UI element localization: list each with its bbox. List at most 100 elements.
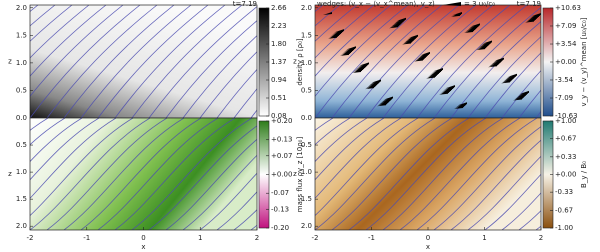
y-axis-label: z: [293, 58, 297, 66]
heatmap-field: [315, 118, 541, 230]
field-lines: [30, 5, 257, 118]
field-line: [114, 118, 236, 230]
field-line: [484, 52, 541, 118]
y-axis-label: z: [8, 58, 12, 66]
velocity-wedge: [414, 58, 423, 62]
field-line: [30, 118, 66, 146]
colorbar-tick-label: 1.80: [271, 40, 287, 48]
colorbar-label: mass flux ρv_z [10ρ₀]: [296, 137, 304, 213]
field-line: [131, 118, 253, 230]
x-tick-label: 2: [539, 234, 543, 242]
colorbar-tick-label: +0.33: [555, 153, 576, 161]
field-line: [382, 5, 494, 118]
velocity-wedge: [439, 91, 448, 95]
velocity-wedge: [513, 97, 522, 101]
field-line: [518, 89, 541, 118]
colorbar-tick-label: +0.67: [555, 135, 576, 143]
heatmap-field: [30, 5, 257, 118]
colorbar-label: v_y − ⟨v_y⟩^mean [u₀/c₀]: [580, 17, 588, 106]
field-line: [315, 118, 402, 199]
colorbar-tick-label: -10.63: [555, 112, 578, 120]
field-line: [399, 118, 521, 230]
field-line: [315, 118, 334, 131]
field-line: [46, 118, 168, 230]
colorbar-tick-label: -0.33: [555, 188, 573, 196]
colorbar-label: density ρ [ρ₀]: [296, 38, 304, 86]
field-line: [315, 118, 385, 181]
field-line: [30, 118, 100, 181]
field-line: [315, 5, 392, 77]
field-line: [501, 192, 541, 230]
velocity-wedge: [328, 35, 337, 39]
legend-wedge: [443, 2, 461, 6]
y-tick-label: 2.0: [301, 222, 312, 230]
field-line: [450, 139, 541, 230]
field-line: [467, 36, 541, 118]
velocity-wedge: [323, 12, 332, 15]
field-line: [30, 118, 83, 163]
field-line: [331, 118, 453, 230]
field-line: [315, 5, 358, 42]
field-line: [30, 5, 107, 77]
y-tick-label: 0.0: [16, 114, 27, 122]
field-line: [30, 118, 49, 131]
velocity-wedge: [488, 64, 497, 68]
field-lines: [315, 118, 541, 230]
velocity-wedge: [389, 25, 398, 29]
x-axis-label: x: [426, 243, 430, 251]
field-line: [63, 5, 175, 118]
field-line: [233, 209, 257, 230]
y-tick-label: 1.0: [16, 59, 27, 67]
y-tick-label: 2.0: [16, 4, 27, 12]
velocity-wedge: [525, 19, 534, 23]
colorbar-tick-label: 2.66: [271, 4, 287, 12]
field-line: [148, 6, 257, 118]
field-line: [416, 118, 538, 230]
field-line: [165, 20, 257, 118]
field-line: [315, 118, 351, 146]
x-tick-label: -1: [368, 234, 375, 242]
field-line: [416, 5, 528, 118]
field-line: [348, 118, 470, 230]
y-axis-label: z: [8, 170, 12, 178]
velocity-wedge: [454, 106, 463, 110]
field-line: [484, 173, 541, 230]
field-line: [315, 5, 341, 27]
field-line: [30, 5, 124, 97]
field-line: [114, 5, 226, 118]
field-line: [148, 125, 257, 230]
panel-title: t=7.19: [233, 0, 257, 8]
colorbar-tick-label: +0.00: [271, 171, 292, 179]
field-line: [97, 5, 209, 118]
y-tick-label: 0.5: [16, 86, 27, 94]
y-tick-label: 1.5: [301, 195, 312, 203]
colorbar-tick-label: -0.13: [271, 205, 289, 213]
x-tick-label: 1: [482, 234, 486, 242]
field-line: [348, 5, 460, 118]
heatmap-field: [315, 5, 541, 118]
y-tick-label: 1.5: [16, 195, 27, 203]
velocity-wedge: [501, 80, 510, 84]
field-line: [399, 5, 511, 118]
y-axis-label: z: [293, 170, 297, 178]
field-line: [30, 118, 151, 230]
field-lines: [30, 118, 257, 230]
field-line: [433, 6, 541, 118]
velocity-wedge: [476, 47, 485, 51]
field-line: [199, 172, 257, 230]
annotation: wedges: (v_x − ⟨v_x^mean⟩, v_z): [317, 0, 435, 8]
field-line: [63, 118, 185, 230]
colorbar-tick-label: +7.09: [555, 22, 576, 30]
y-tick-label: 0.5: [16, 141, 27, 149]
x-tick-label: 0: [426, 234, 430, 242]
field-line: [365, 5, 477, 118]
field-lines: [315, 5, 541, 118]
colorbar-tick-label: 0.08: [271, 112, 287, 120]
velocity-wedge: [426, 75, 435, 79]
colorbar-tick-label: -7.09: [555, 94, 573, 102]
colorbar-tick-label: 0.51: [271, 94, 287, 102]
colorbar-tick-label: 2.23: [271, 22, 287, 30]
field-line: [30, 5, 141, 118]
x-tick-label: 1: [198, 234, 202, 242]
x-tick-label: -2: [27, 234, 34, 242]
